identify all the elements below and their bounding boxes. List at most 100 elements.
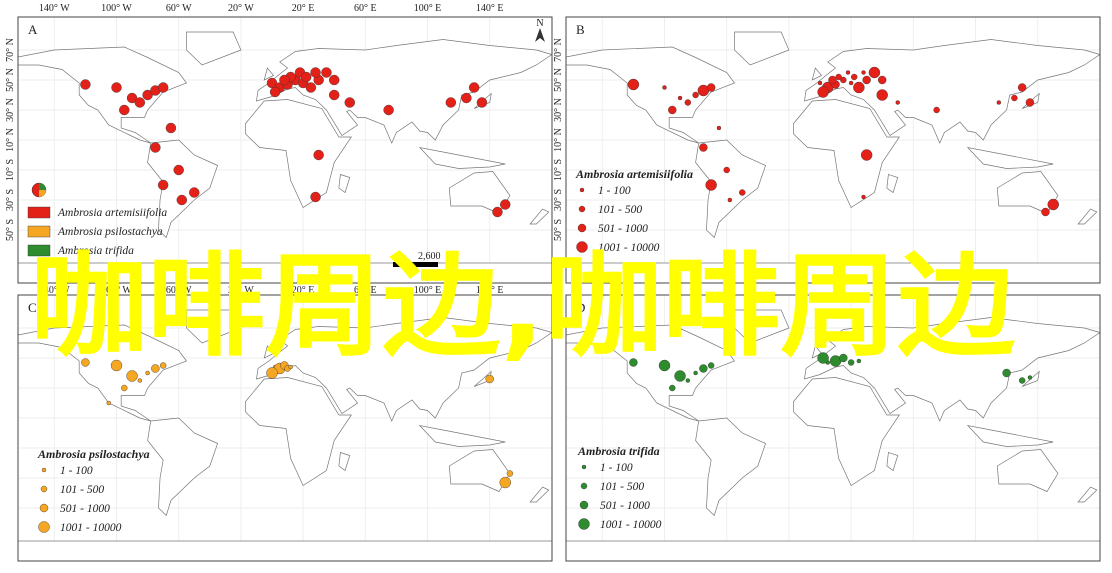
site-marker [476, 97, 488, 108]
site-marker [876, 89, 888, 101]
legend-label: 501 - 1000 [60, 503, 110, 515]
latitude-label: 50° N [5, 68, 16, 92]
site-marker [1041, 207, 1050, 217]
panel-letter: D [576, 300, 585, 315]
site-marker [173, 164, 184, 176]
latitude-label: 50° N [553, 68, 564, 92]
site-marker [159, 362, 167, 369]
site-marker [669, 384, 676, 392]
legend-marker [578, 518, 590, 530]
site-marker [861, 194, 866, 200]
landmass [245, 377, 352, 487]
site-marker [269, 86, 281, 98]
longitude-label: 20° W [228, 285, 254, 296]
legend-swatch [27, 206, 51, 219]
site-marker [707, 362, 715, 369]
landmass [804, 39, 1100, 144]
landmass [18, 324, 188, 422]
site-marker [506, 470, 514, 477]
latitude-label: 10° N [553, 128, 564, 152]
landmass [566, 540, 1100, 561]
overlay-text: 咖啡周边,咖啡周边 [30, 242, 1016, 372]
longitude-label: 60° E [354, 3, 377, 14]
site-marker [329, 89, 340, 101]
site-marker [856, 358, 862, 364]
legend-label: 501 - 1000 [598, 223, 648, 235]
site-marker [288, 364, 293, 370]
site-marker [692, 91, 699, 99]
panel-letter: B [576, 22, 585, 37]
landmass [338, 174, 351, 194]
longitude-label: 100° E [414, 3, 442, 14]
panel [18, 17, 552, 283]
legend-marker [579, 187, 585, 193]
landmass [966, 424, 1054, 447]
landmass [566, 262, 1100, 283]
site-marker [839, 353, 848, 363]
landmass [418, 424, 506, 447]
landmass [256, 39, 552, 144]
site-marker [693, 370, 698, 376]
site-marker [313, 149, 324, 161]
site-marker [828, 75, 837, 85]
legend-pie-slice [39, 183, 46, 190]
site-marker [705, 179, 717, 191]
site-marker [1025, 98, 1035, 107]
site-marker [151, 364, 160, 373]
longitude-label: 100° W [101, 285, 132, 296]
site-marker [121, 384, 128, 392]
landmass [886, 452, 899, 472]
site-marker [126, 370, 138, 382]
site-marker [500, 199, 511, 210]
landmass [245, 99, 352, 209]
legend-marker [41, 467, 47, 473]
site-marker [157, 179, 169, 191]
site-marker [677, 95, 683, 101]
site-marker [878, 75, 887, 85]
landmass [338, 452, 351, 472]
north-label: N [536, 18, 543, 29]
site-marker [461, 92, 472, 104]
longitude-label: 60° W [166, 3, 192, 14]
landmass [695, 417, 767, 517]
site-marker [840, 76, 847, 84]
latitude-label: 30° N [553, 98, 564, 122]
site-marker [684, 99, 692, 106]
site-marker [861, 70, 866, 75]
site-marker [658, 359, 671, 372]
site-marker [817, 80, 823, 86]
site-marker [126, 92, 138, 104]
longitude-label: 140° W [39, 285, 70, 296]
panel-frame [565, 16, 1101, 284]
longitude-label: 20° W [228, 3, 254, 14]
site-marker [81, 358, 90, 367]
site-marker [1027, 375, 1033, 380]
longitude-label: 140° W [39, 3, 70, 14]
landmass [18, 46, 188, 144]
site-marker [310, 191, 321, 203]
site-marker [321, 67, 332, 78]
landmass [811, 67, 823, 81]
latitude-label: 30° N [5, 98, 16, 122]
landmass [566, 324, 736, 422]
site-marker [629, 358, 638, 367]
landmass [886, 174, 899, 194]
site-marker [137, 378, 143, 383]
legend-swatch [27, 225, 51, 238]
site-marker [847, 359, 855, 366]
latitude-label: 10° S [553, 159, 564, 181]
site-marker [344, 97, 355, 108]
legend-label: 1 - 100 [598, 185, 631, 197]
site-marker [860, 149, 873, 161]
panel [566, 17, 1100, 283]
site-marker [868, 66, 881, 79]
landmass [804, 317, 1100, 422]
site-marker [739, 189, 746, 196]
latitude-label: 10° N [5, 128, 16, 152]
landmass [811, 345, 823, 359]
site-marker [848, 80, 854, 86]
legend-marker [579, 500, 589, 510]
site-marker [996, 100, 1002, 105]
site-marker [110, 359, 123, 372]
landmass [966, 146, 1054, 169]
